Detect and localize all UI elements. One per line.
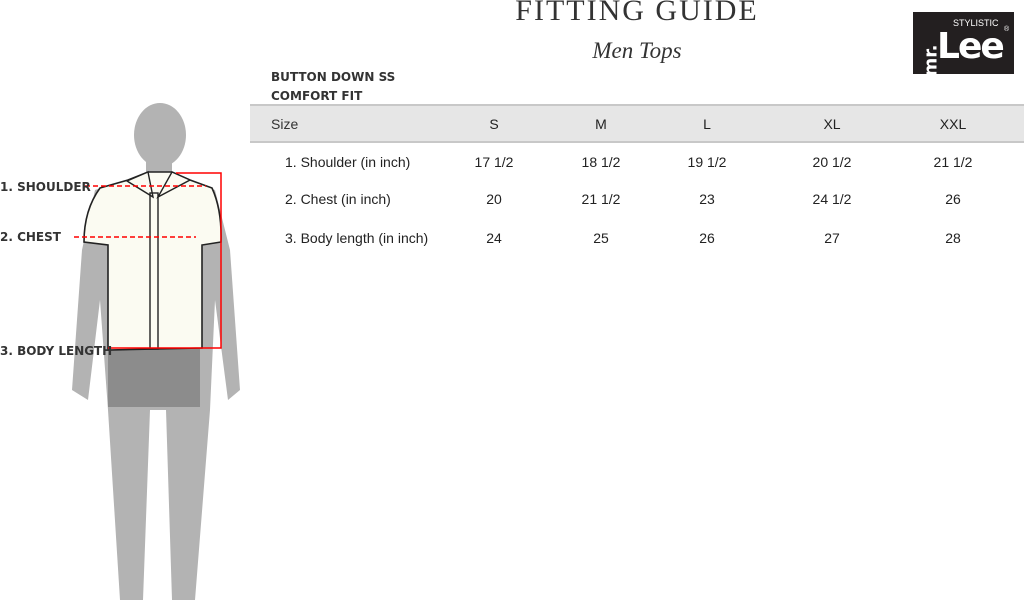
table-cell: 21 1/2 [933, 154, 973, 170]
row-label: 1. Shoulder (in inch) [285, 154, 411, 170]
shorts [108, 345, 200, 407]
brand-logo: STYLISTIC mr. Lee ® [913, 12, 1014, 76]
table-cell: 19 1/2 [687, 154, 727, 170]
body-length-label: 3. BODY LENGTH [0, 344, 113, 358]
header-xxl: XXL [939, 116, 967, 132]
product-line-1: BUTTON DOWN SS [271, 70, 396, 84]
table-cell: 26 [945, 191, 961, 207]
table-cell: 17 1/2 [474, 154, 514, 170]
chest-label: 2. CHEST [0, 230, 61, 244]
table-cell: 24 1/2 [812, 191, 852, 207]
logo-registered: ® [1004, 26, 1010, 33]
table-cell: 24 [486, 230, 502, 246]
page-title: FITTING GUIDE [515, 0, 759, 27]
table-cell: 27 [824, 230, 840, 246]
table-cell: 25 [593, 230, 609, 246]
header-xl: XL [823, 116, 841, 132]
measure-lines [74, 172, 222, 349]
table-cell: 26 [699, 230, 715, 246]
header-size: Size [271, 116, 299, 132]
size-table: Size S M L XL XXL 1. Shoulder (in inch) … [0, 0, 1024, 300]
table-cell: 20 [486, 191, 502, 207]
product-line-2: COMFORT FIT [271, 89, 363, 103]
logo-lee: Lee [937, 26, 1005, 67]
header-m: M [595, 116, 607, 132]
shoulder-label: 1. SHOULDER [0, 180, 91, 194]
measurement-figure [72, 103, 240, 600]
table-cell: 18 1/2 [581, 154, 621, 170]
header-l: L [703, 116, 711, 132]
table-cell: 23 [699, 191, 715, 207]
table-header [250, 104, 1024, 143]
product-name: BUTTON DOWN SS COMFORT FIT [271, 68, 395, 106]
table-cell: 28 [945, 230, 961, 246]
header-s: S [489, 116, 499, 132]
page-subtitle: Men Tops [592, 38, 682, 63]
table-cell: 21 1/2 [581, 191, 621, 207]
logo-stylistic: STYLISTIC [953, 18, 999, 28]
row-label: 2. Chest (in inch) [285, 191, 391, 207]
table-cell: 20 1/2 [812, 154, 852, 170]
row-label: 3. Body length (in inch) [285, 230, 429, 246]
